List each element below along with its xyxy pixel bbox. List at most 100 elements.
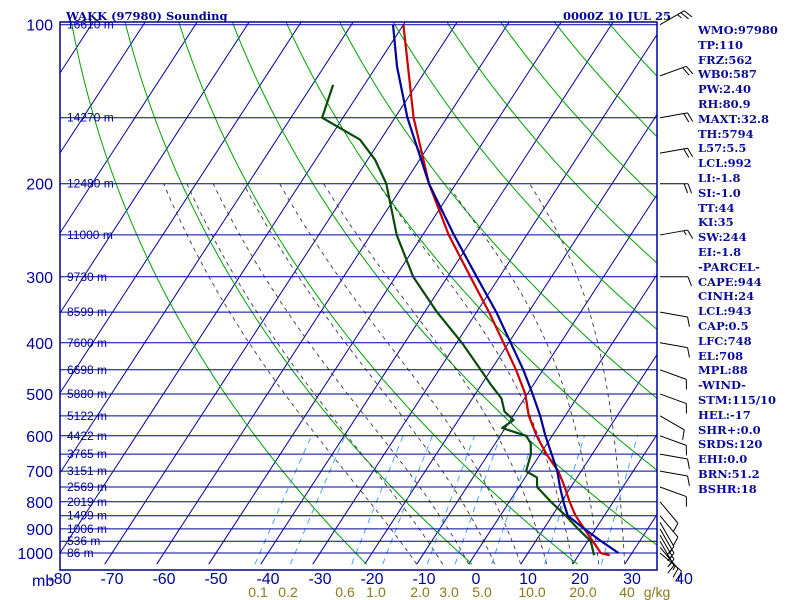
height-label: 11000 m [67, 228, 113, 242]
pressure-unit-label: mb [32, 573, 54, 590]
isotherm-line [0, 13, 47, 564]
plot-frame [59, 21, 658, 571]
sounding-index-value: KI:35 [698, 215, 734, 230]
mixing-ratio-line [601, 435, 639, 565]
height-label: 3765 m [67, 447, 107, 461]
temperature-tick-label: -50 [204, 571, 227, 588]
moist-adiabat-line [377, 183, 574, 565]
wind-barb [659, 112, 694, 123]
temperature-tick-label: -70 [100, 571, 123, 588]
temperature-tick-label: -60 [152, 571, 175, 588]
wind-barb [659, 540, 675, 574]
mixing-ratio-line [454, 435, 501, 565]
mixing-ratio-line [254, 435, 312, 565]
wind-barb [659, 534, 675, 568]
sounding-index-value: SRDS:120 [698, 437, 763, 452]
temperature-tick-label: 20 [571, 571, 589, 588]
isotherm-line [104, 22, 458, 565]
temperature-tick-label: -40 [256, 571, 279, 588]
moist-adiabat-line [279, 183, 522, 565]
mixing-ratio-label: 3.0 [439, 584, 459, 600]
mixing-ratio-label: 1.0 [366, 584, 386, 600]
height-label: 5880 m [67, 387, 107, 401]
sounding-index-value: MAXT:32.8 [698, 111, 769, 126]
wind-barb [659, 342, 690, 358]
temperature-tick-label: 40 [675, 571, 693, 588]
wind-barb [659, 486, 687, 507]
sounding-index-value: TT:44 [698, 200, 735, 215]
isotherm-line [60, 22, 146, 154]
pressure-tick-label: 600 [26, 429, 53, 446]
mixing-ratio-label: 2.0 [410, 584, 430, 600]
isotherm-line [60, 22, 354, 474]
temperature-tick-label: -10 [412, 571, 435, 588]
isotherm-line [208, 22, 562, 565]
wind-barb [659, 470, 690, 486]
dry-adiabat-line [285, 22, 657, 471]
wind-barb [659, 311, 690, 327]
mixing-ratio-line [491, 435, 536, 565]
pressure-tick-label: 300 [26, 270, 53, 287]
mixing-ratio-label: 40 [619, 584, 635, 600]
sounding-index-value: CINH:24 [698, 289, 755, 304]
mixing-ratio-label: g/kg [644, 584, 670, 600]
moist-adiabat-line [323, 183, 548, 565]
sounding-index-value: MPL:88 [698, 363, 748, 378]
pressure-tick-label: 500 [26, 387, 53, 404]
mixing-ratio-label: 5.0 [472, 584, 492, 600]
sounding-index-value: TH:5794 [698, 126, 754, 141]
height-label: 5122 m [67, 409, 107, 423]
moist-adiabat-line [446, 183, 600, 565]
pressure-tick-label: 100 [26, 18, 53, 35]
wind-barb [659, 435, 687, 456]
pressure-tick-label: 200 [26, 177, 53, 194]
mixing-ratio-label: 0.6 [335, 584, 355, 600]
sounding-index-value: PW:2.40 [698, 82, 752, 97]
mixing-ratio-label: 0.2 [278, 584, 298, 600]
wind-barb [659, 229, 694, 239]
mixing-ratio-label: 0.1 [248, 584, 268, 600]
height-label: 9730 m [67, 270, 107, 284]
chart-title: WAKK (97980) Sounding [65, 9, 228, 23]
sounding-index-value: SI:-1.0 [698, 185, 741, 200]
mixing-ratio-line [544, 435, 585, 565]
sounding-index-value: -PARCEL- [698, 259, 760, 274]
temperature-tick-label: -20 [360, 571, 383, 588]
height-label: 2019 m [67, 495, 107, 509]
wind-barb [659, 453, 690, 469]
isotherm-line [416, 193, 657, 565]
temperature-tick-label: 30 [623, 571, 641, 588]
wind-barb [660, 276, 693, 287]
isotherm-line [60, 22, 198, 234]
sounding-index-value: FRZ:562 [698, 52, 753, 67]
dry-adiabat-line [178, 22, 578, 565]
mixing-ratio-line [382, 435, 433, 565]
dry-adiabat-line [70, 22, 367, 565]
wind-barb [659, 522, 675, 555]
sounding-index-value: -WIND- [698, 378, 746, 393]
dry-adiabat-line [231, 22, 657, 546]
isotherm-line [60, 22, 302, 394]
wind-barb [659, 415, 685, 440]
wind-barb [659, 515, 679, 547]
sounding-profile-line [391, 24, 620, 554]
sounding-index-value: LCL:992 [698, 156, 752, 171]
mixing-ratio-line [351, 435, 404, 565]
height-label: 4422 m [67, 429, 107, 443]
wind-barb [659, 10, 693, 26]
chart-datetime: 0000Z 10 JUL 25 [563, 9, 671, 23]
sounding-index-value: BRN:51.2 [698, 466, 760, 481]
mixing-ratio-line [289, 435, 346, 565]
sounding-indices-panel: WMO:97980 TP:110 FRZ:562 WB0:587 PW:2.40 RH:8… [698, 23, 800, 497]
isotherm-line [60, 22, 406, 554]
moist-adiabat-line [163, 183, 418, 565]
dry-adiabat-line [392, 22, 657, 331]
wind-barb [659, 369, 687, 390]
isotherm-line [60, 22, 250, 314]
dry-adiabat-line [124, 22, 473, 565]
wind-barb [659, 501, 679, 533]
isotherm-line [156, 22, 510, 565]
height-label: 1499 m [67, 509, 107, 523]
height-label: 16610 m [67, 18, 114, 32]
